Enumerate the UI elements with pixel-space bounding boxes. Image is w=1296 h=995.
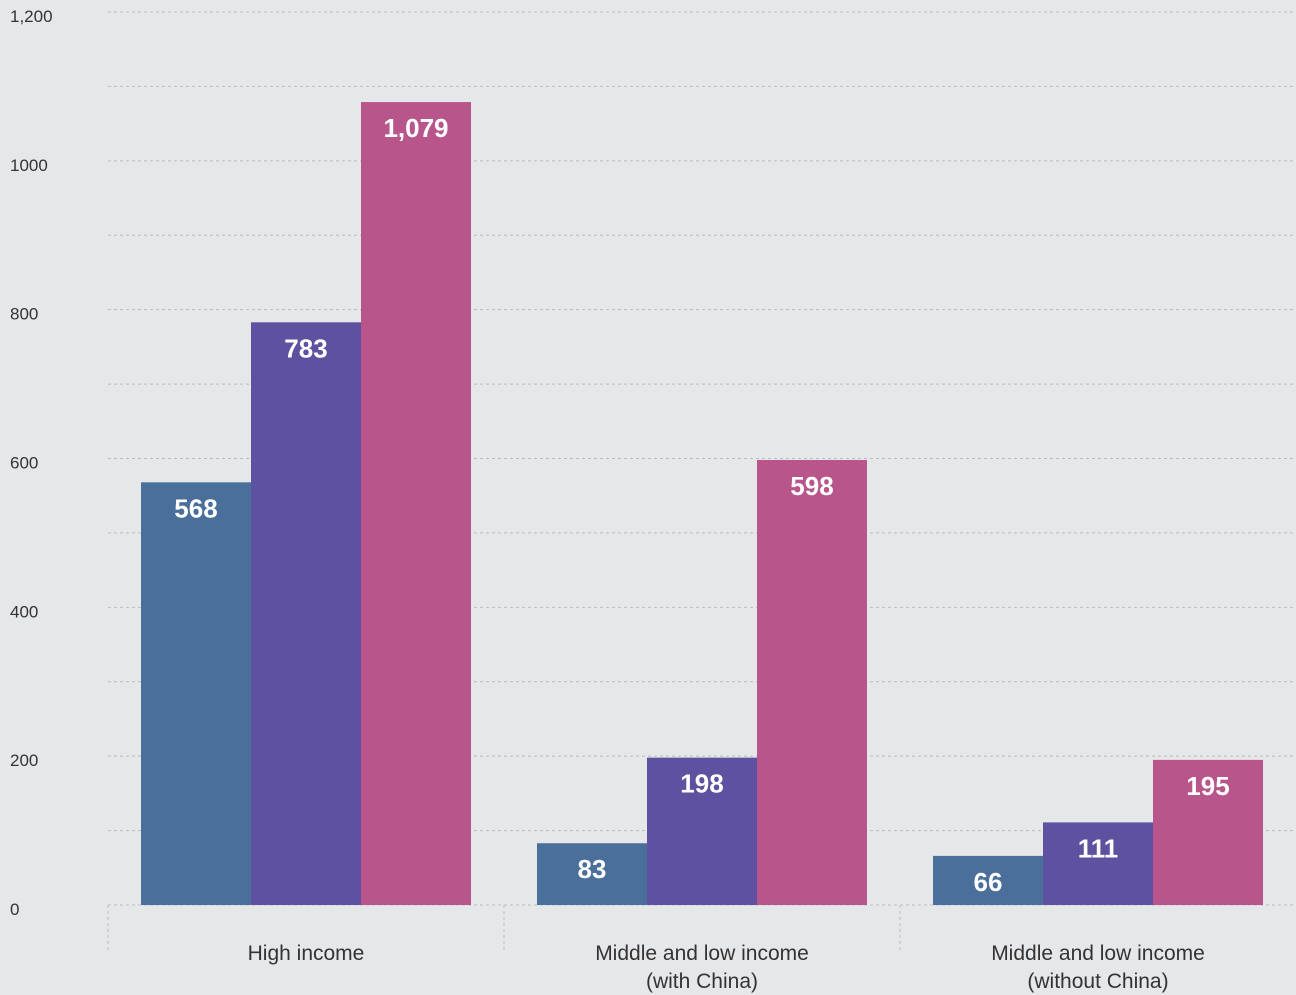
data-labels: 568 783 1,079 83 198 598 66 111 195 <box>174 113 1229 897</box>
y-tick-label: 1,200 <box>10 7 53 26</box>
bar <box>1153 759 1263 905</box>
bar <box>251 322 361 905</box>
data-label: 1,079 <box>383 113 448 143</box>
bar <box>361 102 471 905</box>
y-tick-label: 200 <box>10 751 38 770</box>
bar <box>141 482 251 905</box>
data-label: 783 <box>284 333 327 363</box>
bars <box>141 102 1263 905</box>
y-tick-label: 0 <box>10 900 19 919</box>
bar <box>647 757 757 905</box>
y-tick-label: 600 <box>10 454 38 473</box>
data-label: 198 <box>680 769 723 799</box>
y-axis-ticks: 0 200 400 600 800 1000 1,200 <box>10 7 53 919</box>
bar <box>933 855 1043 905</box>
data-label: 598 <box>790 471 833 501</box>
data-label: 195 <box>1186 771 1229 801</box>
data-label: 66 <box>974 867 1003 897</box>
category-label: (with China) <box>646 970 758 993</box>
bar <box>537 843 647 905</box>
data-label: 568 <box>174 493 217 523</box>
category-label: High income <box>248 942 365 965</box>
data-label: 83 <box>578 854 607 884</box>
bar <box>1043 822 1153 905</box>
category-label: Middle and low income <box>595 942 809 965</box>
bar <box>757 459 867 905</box>
data-label: 111 <box>1078 833 1119 863</box>
category-label: Middle and low income <box>991 942 1205 965</box>
y-tick-label: 800 <box>10 305 38 324</box>
x-axis-categories: High income Middle and low income (with Ch… <box>248 942 1205 993</box>
category-label: (without China) <box>1027 970 1168 993</box>
y-tick-label: 1000 <box>10 156 48 175</box>
y-tick-label: 400 <box>10 602 38 621</box>
